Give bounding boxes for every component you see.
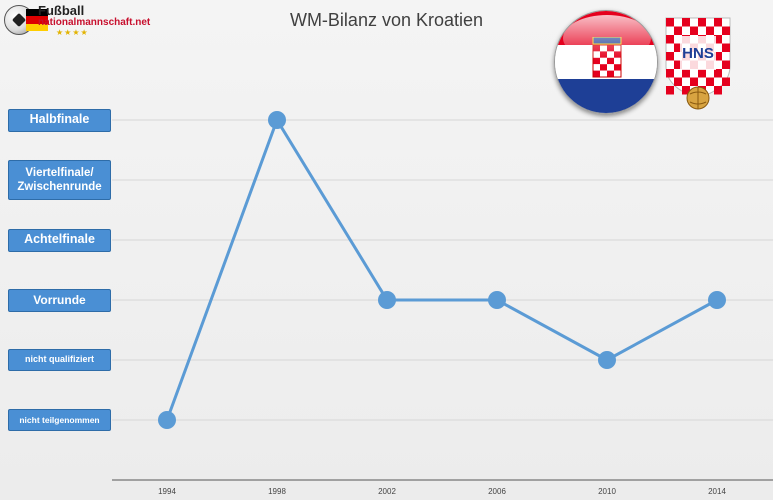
- x-tick-label: 1994: [158, 487, 176, 496]
- y-category-label: nicht teilgenommen: [8, 409, 111, 431]
- y-category-label: nicht qualifiziert: [8, 349, 111, 371]
- x-tick-label: 2014: [708, 487, 726, 496]
- site-logo: Fußball nationalmannschaft.net ★★★★: [4, 3, 164, 41]
- chart-title: WM-Bilanz von Kroatien: [289, 10, 484, 30]
- hns-crest-icon: HNS: [665, 17, 731, 110]
- x-tick-label: 2010: [598, 487, 616, 496]
- data-point: [158, 411, 176, 429]
- data-point: [378, 291, 396, 309]
- germany-flag-icon: [26, 9, 48, 31]
- data-point: [268, 111, 286, 129]
- logo-stars: ★★★★: [56, 28, 89, 37]
- data-point: [488, 291, 506, 309]
- crest-letters: HNS: [682, 45, 714, 62]
- x-tick-label: 1998: [268, 487, 286, 496]
- x-tick-label: 2006: [488, 487, 506, 496]
- series-line: [165, 118, 718, 421]
- y-category-label: Vorrunde: [8, 288, 111, 312]
- data-point: [708, 291, 726, 309]
- logo-text-line1: Fußball: [38, 3, 85, 18]
- y-category-label: Viertelfinale/ Zwischenrunde: [8, 160, 111, 200]
- y-category-label: Achtelfinale: [8, 228, 111, 252]
- x-tick-label: 2002: [378, 487, 396, 496]
- data-point: [598, 351, 616, 369]
- y-category-label: Halbfinale: [8, 108, 111, 132]
- logo-text-line2: nationalmannschaft.net: [38, 17, 151, 28]
